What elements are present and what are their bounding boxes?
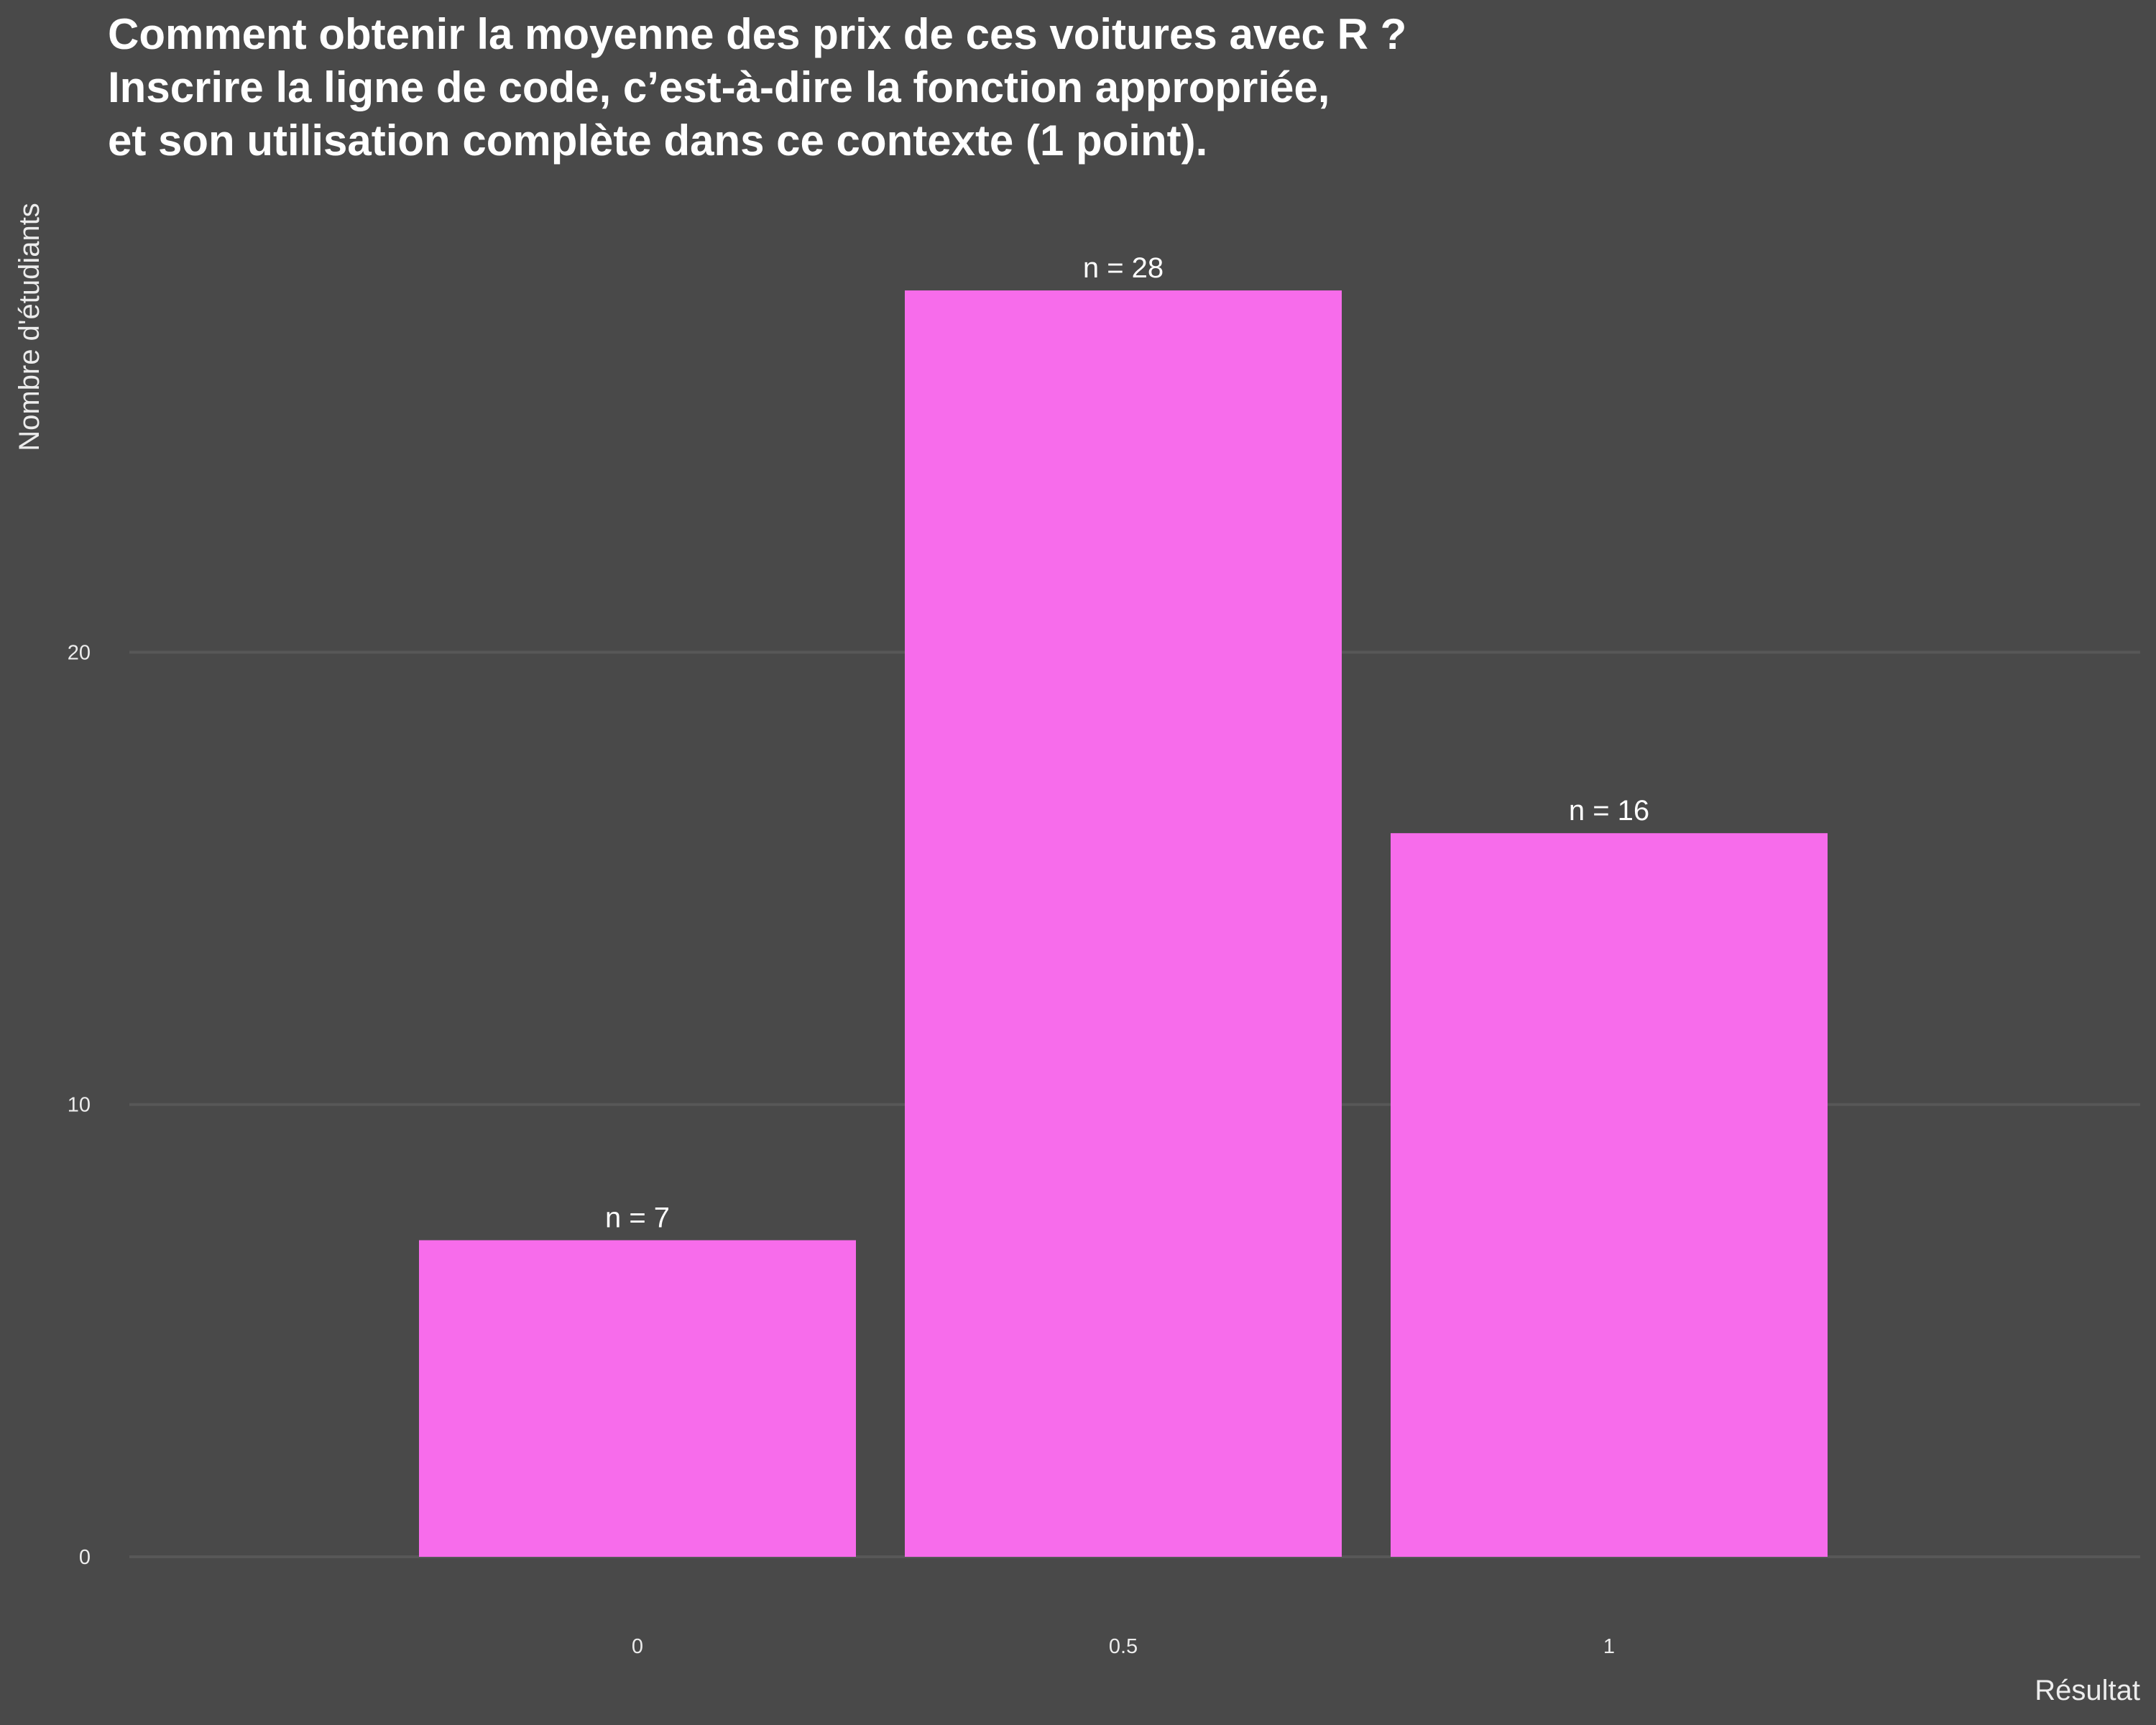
chart-title-line-1: Comment obtenir la moyenne des prix de c…: [108, 10, 1406, 58]
y-tick-label: 10: [68, 1094, 91, 1117]
bar-value-label: n = 7: [605, 1202, 670, 1234]
x-tick-label: 0: [632, 1635, 643, 1658]
bar-0: [419, 1240, 856, 1557]
chart-title-line-2: Inscrire la ligne de code, c’est-à-dire …: [108, 63, 1330, 111]
bar-0.5: [905, 290, 1342, 1558]
y-tick-label: 0: [79, 1546, 91, 1569]
bar-1: [1391, 833, 1828, 1557]
chart-title: Comment obtenir la moyenne des prix de c…: [108, 10, 1406, 165]
chart-title-line-3: et son utilisation complète dans ce cont…: [108, 116, 1207, 165]
y-tick-label: 20: [68, 641, 91, 664]
x-axis-ticks: 0 0.5 1: [632, 1635, 1615, 1658]
y-axis-ticks: 0 10 20: [68, 641, 91, 1569]
y-axis-title: Nombre d'étudiants: [14, 203, 45, 451]
bar-value-labels: n = 7 n = 28 n = 16: [605, 252, 1649, 1233]
bars: [419, 290, 1828, 1558]
x-tick-label: 1: [1603, 1635, 1615, 1658]
bar-value-label: n = 28: [1083, 252, 1164, 284]
bar-value-label: n = 16: [1569, 795, 1649, 827]
x-tick-label: 0.5: [1109, 1635, 1138, 1658]
x-axis-title: Résultat: [2035, 1675, 2140, 1706]
